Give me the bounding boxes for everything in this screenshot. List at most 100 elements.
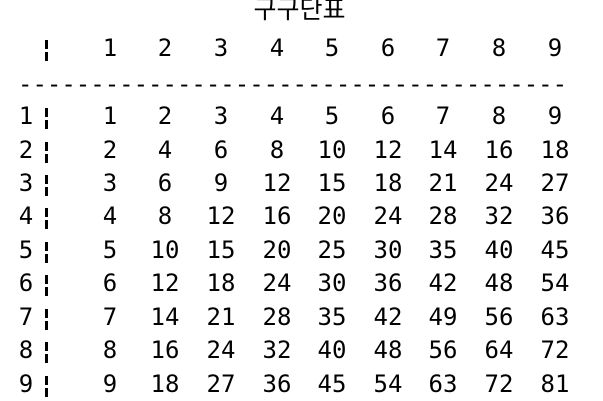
- row-label: 8: [18, 336, 34, 364]
- row-separator: [45, 108, 48, 129]
- row-separator: [45, 342, 48, 363]
- table-cell: 56: [484, 303, 514, 331]
- table-cell: 18: [540, 136, 570, 164]
- table-cell: 15: [317, 169, 347, 197]
- row-separator: [45, 309, 48, 330]
- column-header: 4: [269, 34, 285, 62]
- table-cell: 36: [262, 370, 292, 398]
- table-cell: 28: [428, 202, 458, 230]
- table-cell: 18: [206, 269, 236, 297]
- row-separator: [45, 242, 48, 263]
- table-cell: 20: [262, 236, 292, 264]
- table-cell: 24: [484, 169, 514, 197]
- table-row: 9 9 18 27 36 45 54 63 72 81: [0, 368, 603, 400]
- table-cell: 27: [206, 370, 236, 398]
- table-cell: 5: [324, 102, 340, 130]
- column-header: 5: [324, 34, 340, 62]
- table-cell: 8: [269, 136, 285, 164]
- table-cell: 7: [102, 303, 118, 331]
- table-cell: 16: [150, 336, 180, 364]
- table-cell: 32: [484, 202, 514, 230]
- row-separator: [45, 376, 48, 397]
- column-header: 3: [213, 34, 229, 62]
- row-separator: [45, 142, 48, 163]
- table-cell: 81: [540, 370, 570, 398]
- table-cell: 35: [428, 236, 458, 264]
- table-cell: 36: [373, 269, 403, 297]
- table-cell: 4: [269, 102, 285, 130]
- table-cell: 24: [373, 202, 403, 230]
- table-cell: 12: [262, 169, 292, 197]
- table-row: 7 7 14 21 28 35 42 49 56 63: [0, 301, 603, 333]
- row-separator: [45, 175, 48, 196]
- table-cell: 40: [484, 236, 514, 264]
- header-row: 1 2 3 4 5 6 7 8 9: [0, 32, 603, 64]
- table-row: 6 6 12 18 24 30 36 42 48 54: [0, 267, 603, 299]
- table-cell: 6: [213, 136, 229, 164]
- table-cell: 9: [547, 102, 563, 130]
- table-cell: 48: [373, 336, 403, 364]
- column-separator: [45, 40, 48, 61]
- table-cell: 8: [102, 336, 118, 364]
- table-cell: 6: [102, 269, 118, 297]
- table-cell: 14: [428, 136, 458, 164]
- column-header: 8: [491, 34, 507, 62]
- table-cell: 12: [150, 269, 180, 297]
- table-cell: 18: [373, 169, 403, 197]
- column-header: 7: [435, 34, 451, 62]
- table-cell: 36: [540, 202, 570, 230]
- table-cell: 20: [317, 202, 347, 230]
- table-cell: 12: [373, 136, 403, 164]
- column-header: 1: [102, 34, 118, 62]
- table-title-text: 구구단표: [253, 0, 346, 24]
- table-cell: 10: [150, 236, 180, 264]
- table-cell: 2: [157, 102, 173, 130]
- table-cell: 40: [317, 336, 347, 364]
- table-cell: 49: [428, 303, 458, 331]
- table-cell: 16: [262, 202, 292, 230]
- table-row: 4 4 8 12 16 20 24 28 32 36: [0, 200, 603, 232]
- table-cell: 24: [262, 269, 292, 297]
- table-cell: 6: [380, 102, 396, 130]
- column-header: 6: [380, 34, 396, 62]
- row-label: 2: [18, 136, 34, 164]
- table-cell: 4: [102, 202, 118, 230]
- table-cell: 3: [102, 169, 118, 197]
- table-cell: 45: [317, 370, 347, 398]
- table-row: 3 3 6 9 12 15 18 21 24 27: [0, 167, 603, 199]
- table-cell: 72: [540, 336, 570, 364]
- table-cell: 21: [428, 169, 458, 197]
- table-cell: 72: [484, 370, 514, 398]
- table-cell: 45: [540, 236, 570, 264]
- row-label: 5: [18, 236, 34, 264]
- table-cell: 9: [102, 370, 118, 398]
- table-cell: 25: [317, 236, 347, 264]
- table-cell: 8: [491, 102, 507, 130]
- table-cell: 3: [213, 102, 229, 130]
- table-cell: 10: [317, 136, 347, 164]
- table-cell: 30: [373, 236, 403, 264]
- table-cell: 54: [540, 269, 570, 297]
- table-cell: 4: [157, 136, 173, 164]
- row-label: 9: [18, 370, 34, 398]
- row-separator: [45, 208, 48, 229]
- table-cell: 32: [262, 336, 292, 364]
- table-row: 8 8 16 24 32 40 48 56 64 72: [0, 334, 603, 366]
- header-divider: ----------------------------------------…: [18, 74, 566, 94]
- row-label: 3: [18, 169, 34, 197]
- table-row: 5 5 10 15 20 25 30 35 40 45: [0, 234, 603, 266]
- row-label: 7: [18, 303, 34, 331]
- table-cell: 6: [157, 169, 173, 197]
- table-cell: 1: [102, 102, 118, 130]
- table-cell: 14: [150, 303, 180, 331]
- table-row: 2 2 4 6 8 10 12 14 16 18: [0, 134, 603, 166]
- table-cell: 56: [428, 336, 458, 364]
- table-cell: 12: [206, 202, 236, 230]
- table-cell: 48: [484, 269, 514, 297]
- table-title: 구구단표: [0, 0, 603, 27]
- column-header: 9: [547, 34, 563, 62]
- table-cell: 15: [206, 236, 236, 264]
- row-separator: [45, 275, 48, 296]
- row-label: 1: [18, 102, 34, 130]
